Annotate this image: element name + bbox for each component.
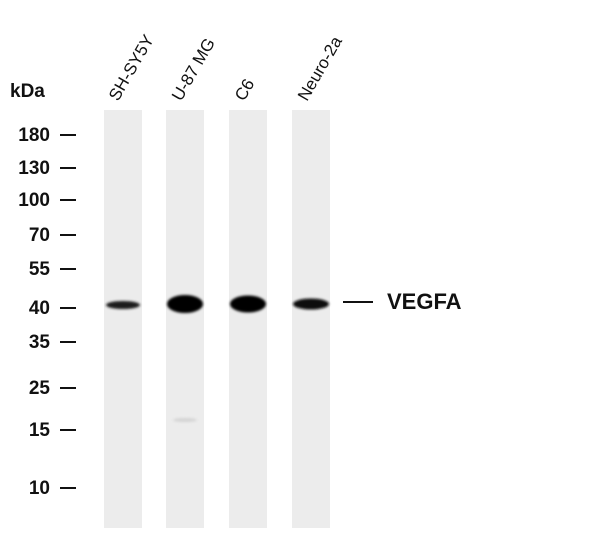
band <box>106 301 140 309</box>
lane <box>292 110 330 528</box>
band <box>230 295 266 313</box>
marker-label: 130 <box>18 158 50 179</box>
marker-ladder: 180 130 100 70 55 40 35 25 15 10 <box>18 125 76 499</box>
band <box>167 295 203 313</box>
marker-label: 35 <box>29 332 51 353</box>
marker-label: 70 <box>29 225 50 246</box>
marker-label: 10 <box>29 478 50 499</box>
lane-labels: SH-SY5Y U-87 MG C6 Neuro-2a <box>105 31 346 104</box>
axis-label: kDa <box>10 81 45 102</box>
lane <box>104 110 142 528</box>
marker-label: 100 <box>18 190 50 211</box>
target-label: VEGFA <box>387 289 462 314</box>
lane-label: SH-SY5Y <box>105 31 158 104</box>
faint-band <box>173 418 197 422</box>
marker-label: 25 <box>29 378 51 399</box>
lane <box>229 110 267 528</box>
membrane-lanes <box>104 110 330 528</box>
lane-label: C6 <box>231 76 258 104</box>
marker-label: 55 <box>29 259 51 280</box>
band <box>293 298 329 310</box>
lane-label: U-87 MG <box>168 35 219 104</box>
bands <box>106 295 329 422</box>
lane-label: Neuro-2a <box>294 33 346 104</box>
marker-label: 180 <box>18 125 50 146</box>
marker-label: 40 <box>29 298 50 319</box>
lane <box>166 110 204 528</box>
marker-label: 15 <box>29 420 51 441</box>
